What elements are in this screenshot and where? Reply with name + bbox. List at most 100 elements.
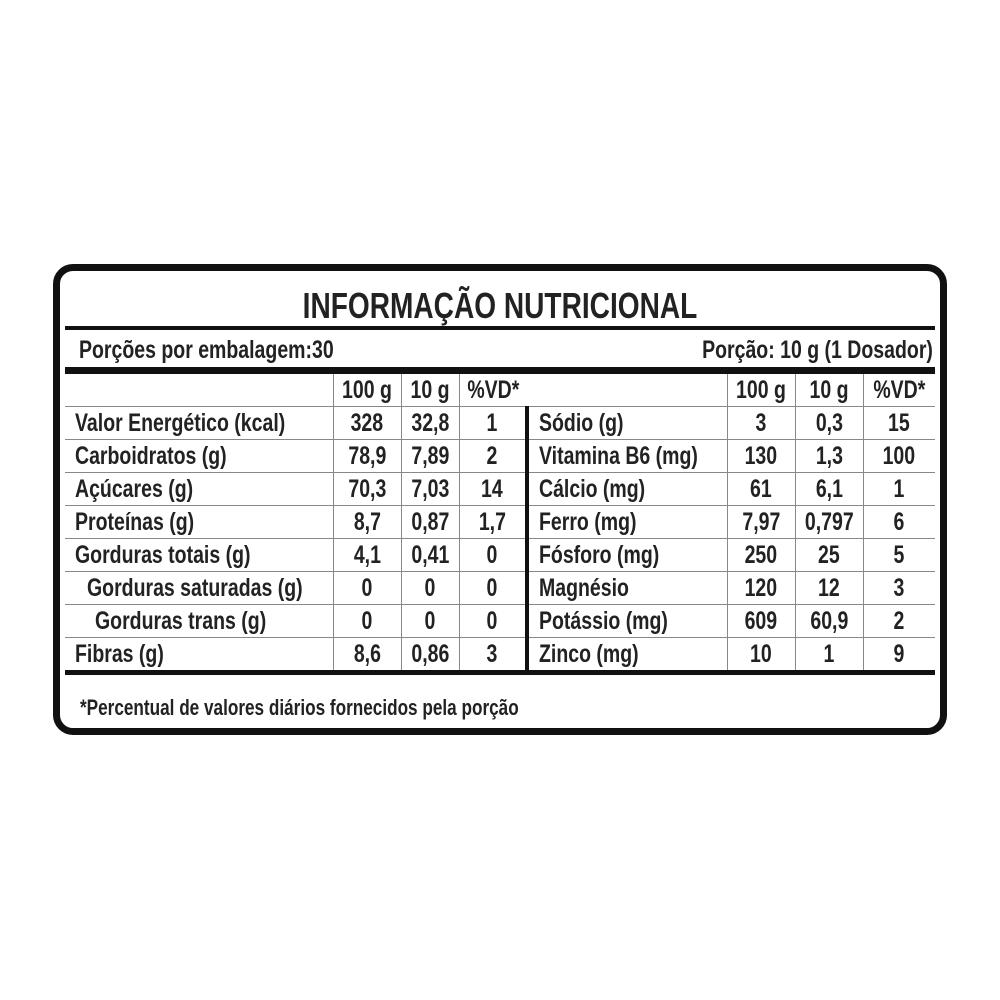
value-per10-text: 0 (424, 606, 436, 635)
nutrient-label-text: Magnésio (539, 573, 629, 602)
nutrient-label-text: Ferro (mg) (539, 507, 637, 536)
nutrition-table: 100 g 10 g %VD* 100 g 10 g %VD* Valor Energéti… (65, 374, 935, 675)
header-per10-text: 10 g (410, 375, 450, 404)
nutrient-label: Ferro (mg) (525, 505, 727, 539)
nutrient-label: Proteínas (g) (65, 505, 333, 539)
header-per10: 10 g (794, 374, 863, 407)
header-blank (65, 374, 333, 407)
value-per100-text: 4,1 (353, 540, 381, 569)
value-vd-text: 3 (486, 639, 498, 668)
value-vd: 14 (458, 472, 527, 506)
value-per10: 12 (794, 571, 863, 605)
value-vd-text: 2 (893, 606, 905, 635)
nutrient-label: Fósforo (mg) (525, 538, 727, 572)
table-header: 100 g 10 g %VD* 100 g 10 g %VD* (65, 374, 935, 407)
nutrient-label: Gorduras trans (g) (65, 604, 333, 638)
value-vd-text: 1 (893, 474, 905, 503)
header-per10-text: 10 g (809, 375, 849, 404)
value-vd: 3 (458, 637, 527, 675)
value-per10-text: 32,8 (411, 408, 449, 437)
header-blank (527, 374, 727, 407)
value-per100: 0 (332, 571, 401, 605)
value-per10: 0,3 (794, 406, 863, 440)
nutrient-label-text: Zinco (mg) (539, 639, 639, 668)
nutrient-label-text: Açúcares (g) (75, 474, 194, 503)
value-per100-text: 0 (361, 606, 373, 635)
value-per100-text: 250 (744, 540, 778, 569)
value-per100: 78,9 (332, 439, 401, 473)
value-per100: 61 (726, 472, 795, 506)
value-vd: 2 (458, 439, 527, 473)
value-per10: 1,3 (794, 439, 863, 473)
nutrient-label-text: Proteínas (g) (75, 507, 195, 536)
nutrient-label-text: Cálcio (mg) (539, 474, 646, 503)
value-vd: 100 (862, 439, 935, 473)
value-vd-text: 9 (893, 639, 905, 668)
value-per100-text: 609 (744, 606, 778, 635)
nutrient-label-text: Potássio (mg) (539, 606, 668, 635)
header-vd: %VD* (862, 374, 935, 407)
label-title: INFORMAÇÃO NUTRICIONAL (60, 285, 940, 327)
nutrient-label: Carboidratos (g) (65, 439, 333, 473)
value-per10-text: 60,9 (810, 606, 848, 635)
table-row: Gorduras saturadas (g) 0 0 0 Magnésio 120 12 3 (65, 571, 935, 605)
value-per10-text: 1 (823, 639, 835, 668)
value-per10: 0,797 (794, 505, 863, 539)
value-per10: 0 (400, 604, 459, 638)
value-vd: 2 (862, 604, 935, 638)
value-per10-text: 0,3 (815, 408, 843, 437)
value-per100: 0 (332, 604, 401, 638)
value-per10-text: 12 (818, 573, 840, 602)
value-per100-text: 3 (755, 408, 767, 437)
value-per10-text: 25 (818, 540, 840, 569)
title-text: INFORMAÇÃO NUTRICIONAL (302, 285, 698, 326)
value-per100: 8,6 (332, 637, 401, 675)
value-per10: 0,86 (400, 637, 459, 675)
divider (65, 367, 935, 374)
footnote-text: *Percentual de valores diários fornecido… (80, 695, 519, 720)
value-vd-text: 15 (888, 408, 911, 437)
value-per10-text: 0,87 (411, 507, 449, 536)
header-vd: %VD* (458, 374, 527, 407)
value-vd-text: 3 (893, 573, 905, 602)
value-per100: 120 (726, 571, 795, 605)
value-per10-text: 7,03 (411, 474, 449, 503)
nutrient-label-text: Valor Energético (kcal) (75, 408, 286, 437)
table-row: Açúcares (g) 70,3 7,03 14 Cálcio (mg) 61 6,1 1 (65, 472, 935, 506)
value-vd: 1 (862, 472, 935, 506)
value-per100: 8,7 (332, 505, 401, 539)
nutrient-label: Potássio (mg) (525, 604, 727, 638)
nutrient-label-text: Sódio (g) (539, 408, 624, 437)
value-per10-text: 7,89 (411, 441, 449, 470)
nutrient-label-text: Gorduras trans (g) (95, 606, 267, 635)
value-per10: 6,1 (794, 472, 863, 506)
value-vd-text: 0 (486, 573, 498, 602)
value-per10: 32,8 (400, 406, 459, 440)
value-per100-text: 7,97 (742, 507, 780, 536)
header-per100-text: 100 g (342, 375, 392, 404)
value-vd: 6 (862, 505, 935, 539)
nutrient-label-text: Gorduras saturadas (g) (87, 573, 303, 602)
nutrient-label-text: Gorduras totais (g) (75, 540, 251, 569)
value-vd-text: 14 (481, 474, 504, 503)
value-per10: 7,89 (400, 439, 459, 473)
table-row: Carboidratos (g) 78,9 7,89 2 Vitamina B6 (mg… (65, 439, 935, 473)
value-vd: 5 (862, 538, 935, 572)
value-per100: 130 (726, 439, 795, 473)
value-vd-text: 1 (486, 408, 498, 437)
table-row: Proteínas (g) 8,7 0,87 1,7 Ferro (mg) 7,97 0,7… (65, 505, 935, 539)
value-vd-text: 100 (882, 441, 916, 470)
header-vd-text: %VD* (873, 375, 926, 404)
value-per100-text: 10 (750, 639, 772, 668)
nutrient-label-text: Carboidratos (g) (75, 441, 227, 470)
serving-size: Porção: 10 g (1 Dosador) (702, 336, 933, 364)
value-per10-text: 0,86 (411, 639, 449, 668)
value-per10-text: 0,41 (411, 540, 449, 569)
value-per100-text: 120 (744, 573, 778, 602)
nutrient-label: Gorduras saturadas (g) (65, 571, 333, 605)
value-per10: 0 (400, 571, 459, 605)
value-vd: 9 (862, 637, 935, 675)
header-per10: 10 g (400, 374, 459, 407)
table-row: Fibras (g) 8,6 0,86 3 Zinco (mg) 10 1 9 (65, 637, 935, 675)
value-vd: 3 (862, 571, 935, 605)
